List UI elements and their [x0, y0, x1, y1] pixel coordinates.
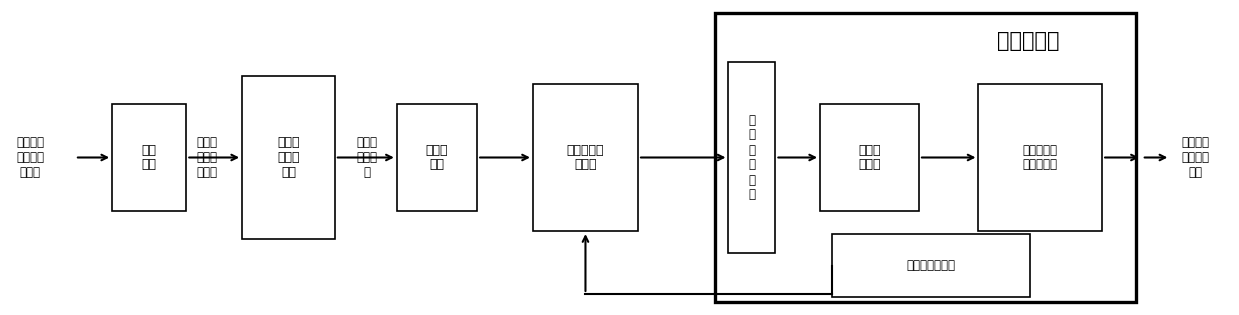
- FancyBboxPatch shape: [979, 84, 1103, 231]
- FancyBboxPatch shape: [396, 104, 477, 211]
- FancyBboxPatch shape: [833, 234, 1031, 297]
- Text: 给定轨迹
上已知点
的位姿: 给定轨迹 上已知点 的位姿: [16, 136, 45, 179]
- FancyBboxPatch shape: [820, 104, 919, 211]
- Text: 机械臂
逆向运
动学: 机械臂 逆向运 动学: [278, 136, 300, 179]
- FancyBboxPatch shape: [715, 13, 1136, 302]
- Text: 位置控
制器: 位置控 制器: [426, 144, 449, 171]
- Text: 机械臂
动力学: 机械臂 动力学: [859, 144, 881, 171]
- FancyBboxPatch shape: [533, 84, 638, 231]
- Text: 机械臂模型: 机械臂模型: [996, 32, 1059, 51]
- Text: 各关节
给定位
置: 各关节 给定位 置: [357, 136, 378, 179]
- FancyBboxPatch shape: [242, 76, 335, 239]
- Text: 伺服电机驱
动装置: 伺服电机驱 动装置: [566, 144, 605, 171]
- Text: 轨迹上
中间点
的位姿: 轨迹上 中间点 的位姿: [197, 136, 218, 179]
- Text: 插补
算法: 插补 算法: [141, 144, 156, 171]
- FancyBboxPatch shape: [729, 62, 776, 253]
- FancyBboxPatch shape: [112, 104, 186, 211]
- Text: 未端执行
器的实际
位姿: 未端执行 器的实际 位姿: [1181, 136, 1209, 179]
- Text: 各关节实际位置: 各关节实际位置: [907, 259, 955, 272]
- Text: 机械臂正向
运动学模型: 机械臂正向 运动学模型: [1022, 144, 1058, 171]
- Text: 各
关
节
的
转
矩: 各 关 节 的 转 矩: [748, 113, 756, 202]
